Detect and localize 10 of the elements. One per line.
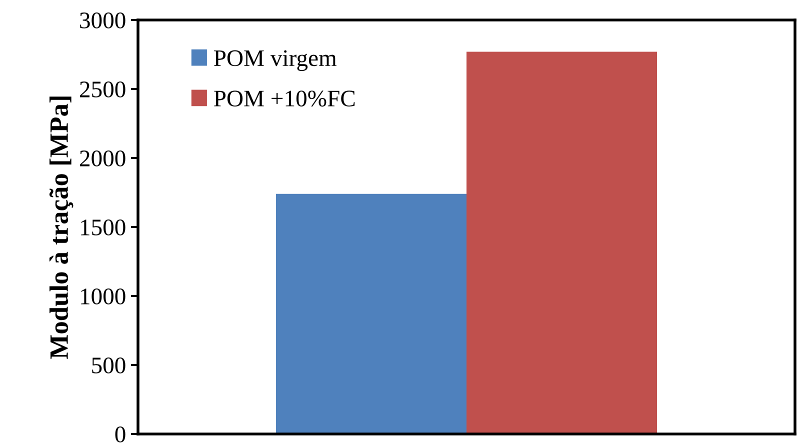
y-tick-label: 1000 xyxy=(81,288,126,304)
legend-label: POM virgem xyxy=(214,50,337,72)
y-tick-label: 3000 xyxy=(80,12,126,28)
y-axis-title: Modulo à tração [MPa] xyxy=(49,96,74,359)
y-tick-label: 500 xyxy=(92,357,126,374)
y-tick-label: 2000 xyxy=(80,150,126,166)
y-tick-label: 2500 xyxy=(80,81,126,98)
y-tick-label: 1500 xyxy=(81,219,126,236)
legend-label: POM +10%FC xyxy=(214,90,355,107)
y-tick-label: 0 xyxy=(115,426,126,442)
